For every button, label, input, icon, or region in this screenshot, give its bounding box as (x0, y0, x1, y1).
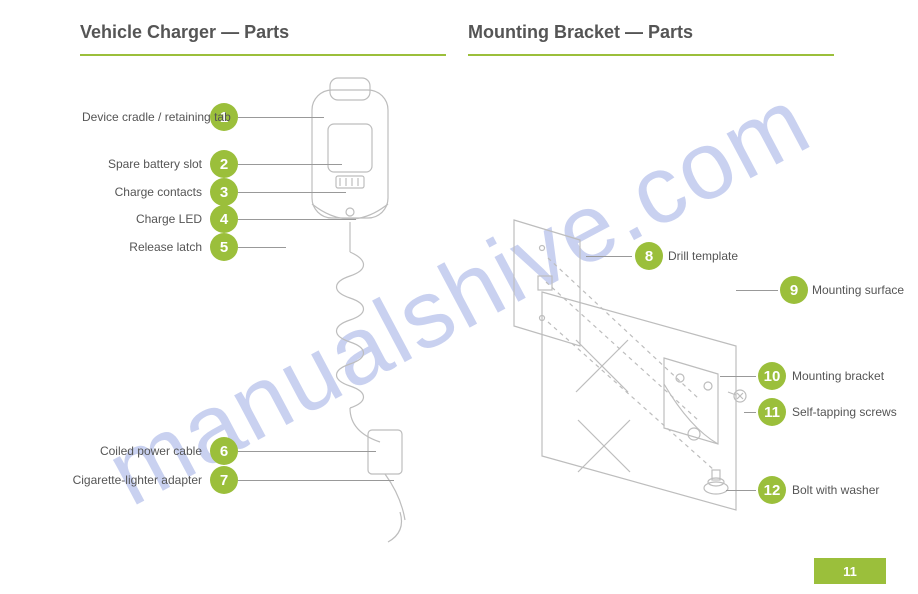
leader-line (726, 490, 756, 491)
section-title-left: Vehicle Charger — Parts (80, 22, 289, 43)
callout-9-label: Mounting surface (812, 283, 904, 297)
callout-7: 7 (210, 466, 238, 494)
leader-line (238, 117, 324, 118)
callout-9: 9 (780, 276, 808, 304)
leader-line (238, 451, 376, 452)
callout-6: 6 (210, 437, 238, 465)
section-rule-right (468, 54, 834, 56)
callout-4: 4 (210, 205, 238, 233)
callout-2-label: Spare battery slot (92, 157, 202, 171)
callout-3-label: Charge contacts (102, 185, 202, 199)
leader-line (744, 412, 756, 413)
callout-10: 10 (758, 362, 786, 390)
callout-10-label: Mounting bracket (792, 369, 884, 383)
callout-5-label: Release latch (118, 240, 202, 254)
leader-line (736, 290, 778, 291)
leader-line (238, 247, 286, 248)
callout-6-label: Coiled power cable (82, 444, 202, 458)
leader-line (238, 219, 356, 220)
callout-8-label: Drill template (668, 249, 738, 263)
callout-1-label: Device cradle / retaining tab (82, 110, 202, 124)
leader-line (720, 376, 756, 377)
callout-11-label: Self-tapping screws (792, 405, 897, 419)
callout-5: 5 (210, 233, 238, 261)
leader-line (586, 256, 632, 257)
callout-7-label: Cigarette-lighter adapter (60, 473, 202, 487)
callout-11: 11 (758, 398, 786, 426)
callout-3: 3 (210, 178, 238, 206)
section-title-right: Mounting Bracket — Parts (468, 22, 693, 43)
callout-12-label: Bolt with washer (792, 483, 879, 497)
callout-4-label: Charge LED (128, 212, 202, 226)
callout-8: 8 (635, 242, 663, 270)
page-number-tab: 11 (814, 558, 886, 584)
section-rule-left (80, 54, 446, 56)
callout-2: 2 (210, 150, 238, 178)
leader-line (238, 192, 346, 193)
leader-line (238, 164, 342, 165)
leader-line (238, 480, 394, 481)
callout-12: 12 (758, 476, 786, 504)
